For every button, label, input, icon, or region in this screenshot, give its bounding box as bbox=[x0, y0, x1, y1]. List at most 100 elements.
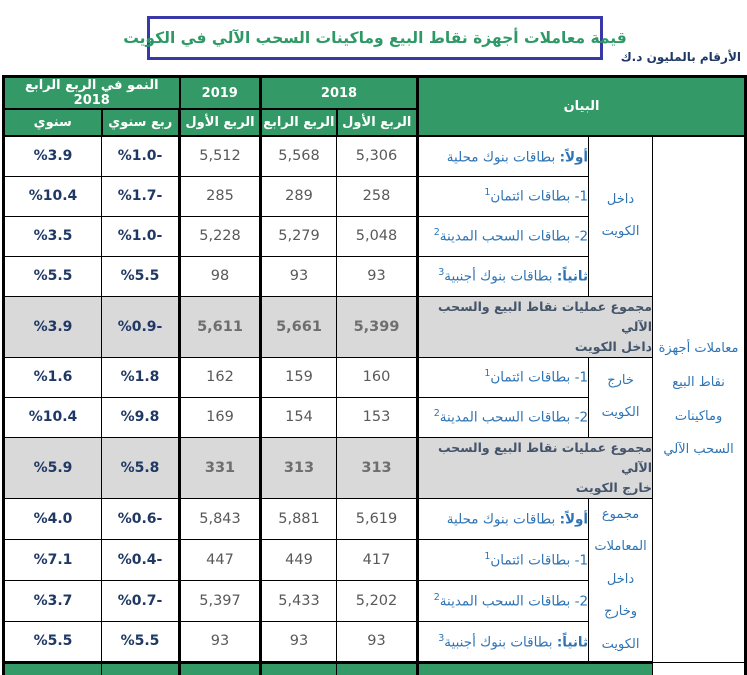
row-label: 1- بطاقات ائتمان bbox=[490, 369, 589, 386]
table-row: مجموع المعاملات داخل وخارج الكويت أولاً:… bbox=[2, 497, 746, 663]
row-label-prefix: ثانياً: bbox=[556, 634, 589, 651]
header-bayan: البيان bbox=[416, 75, 747, 137]
growth-qoq: %5.8 bbox=[101, 436, 182, 499]
total-2018-q1: 5,712 bbox=[336, 661, 420, 675]
value-2019-q1: 285 bbox=[179, 175, 263, 217]
region-inside-kuwait-cell: داخل الكويت bbox=[588, 135, 654, 297]
header-qoq: ربع سنوي bbox=[100, 108, 182, 137]
value-2019-q1: 5,611 bbox=[179, 295, 263, 358]
row-label-cell: 2- بطاقات السحب المدينة2 bbox=[417, 579, 590, 622]
value-2018-q4: 5,568 bbox=[260, 135, 338, 177]
row-label-cell: 1- بطاقات ائتمان1 bbox=[417, 538, 590, 581]
growth-qoq: %0.4- bbox=[101, 538, 182, 581]
row-label: 1- بطاقات ائتمان bbox=[490, 552, 589, 569]
row-label-footnote: 2 bbox=[433, 408, 440, 420]
growth-yoy: %3.5 bbox=[2, 215, 103, 257]
row-label-cell: 1- بطاقات ائتمان1 bbox=[417, 356, 590, 398]
outer-group-cell: معاملات أجهزة نقاط البيع وماكينات السحب … bbox=[652, 135, 747, 663]
subtotal-label-line1: مجموع عمليات نقاط البيع والسحب الآلي bbox=[437, 439, 653, 475]
value-2019-q1: 5,228 bbox=[179, 215, 263, 257]
value-2018-q4: 289 bbox=[260, 175, 338, 217]
growth-yoy: %5.5 bbox=[2, 255, 103, 297]
row-label: بطاقات بنوك محلية bbox=[446, 149, 560, 165]
row-label: 1- بطاقات ائتمان bbox=[490, 188, 589, 205]
value-2019-q1: 5,843 bbox=[179, 497, 263, 540]
subtotal-label-cell: مجموع عمليات نقاط البيع والسحب الآلي خارج… bbox=[417, 436, 654, 499]
row-label-cell: ثانياً: بطاقات بنوك أجنبية3 bbox=[417, 255, 590, 297]
header-yoy: سنوي bbox=[2, 108, 103, 137]
row-label: بطاقات بنوك محلية bbox=[446, 511, 560, 528]
subtotal-label-line2: خارج الكويت bbox=[575, 479, 653, 495]
growth-qoq: %1.7- bbox=[101, 175, 182, 217]
table-row: 2- بطاقات السحب المدينة2 5,048 5,279 5,2… bbox=[2, 215, 746, 257]
outer-empty-cell bbox=[652, 662, 747, 675]
subtotal-label-line1: مجموع عمليات نقاط البيع والسحب الآلي bbox=[437, 298, 653, 334]
value-2018-q1: 93 bbox=[336, 620, 420, 664]
growth-yoy: %4.0 bbox=[2, 497, 103, 540]
subtotal-row-outside-kuwait: مجموع عمليات نقاط البيع والسحب الآلي خارج… bbox=[2, 436, 746, 499]
value-2019-q1: 162 bbox=[179, 356, 263, 398]
row-label-cell: 2- بطاقات السحب المدينة2 bbox=[417, 396, 590, 438]
subtotal-row-inside-kuwait: مجموع عمليات نقاط البيع والسحب الآلي داخل… bbox=[2, 295, 746, 358]
region-combined-cell: مجموع المعاملات داخل وخارج الكويت bbox=[588, 497, 654, 663]
value-2018-q1: 93 bbox=[336, 255, 420, 297]
value-2018-q1: 5,202 bbox=[336, 579, 420, 622]
row-label-cell: 1- بطاقات ائتمان1 bbox=[417, 175, 590, 217]
growth-qoq: %1.0- bbox=[101, 215, 182, 257]
growth-yoy: %10.4 bbox=[2, 175, 103, 217]
table-row: 1- بطاقات ائتمان1 417 449 447 %0.4- %7.1 bbox=[2, 538, 746, 581]
row-label-cell: أولاً: بطاقات بنوك محلية bbox=[417, 135, 590, 177]
growth-qoq: %1.0- bbox=[101, 135, 182, 177]
subtotal-label-cell: مجموع عمليات نقاط البيع والسحب الآلي داخل… bbox=[417, 295, 654, 358]
value-2018-q4: 5,279 bbox=[260, 215, 338, 257]
growth-qoq: %5.5 bbox=[101, 255, 182, 297]
value-2019-q1: 5,512 bbox=[179, 135, 263, 177]
value-2018-q1: 5,619 bbox=[336, 497, 420, 540]
value-2018-q1: 258 bbox=[336, 175, 420, 217]
table-row: 1- بطاقات ائتمان1 258 289 285 %1.7- %10.… bbox=[2, 175, 746, 217]
value-2018-q1: 5,399 bbox=[336, 295, 420, 358]
row-label-footnote: 3 bbox=[438, 267, 445, 279]
region-outside-kuwait-cell: خارج الكويت bbox=[588, 356, 654, 438]
growth-qoq: %0.7- bbox=[101, 579, 182, 622]
growth-qoq: %9.8 bbox=[101, 396, 182, 438]
pos-atm-transactions-table: البيان 2018 2019 النمو في الربع الرابع 2… bbox=[2, 75, 747, 675]
value-2018-q4: 154 bbox=[260, 396, 338, 438]
total-growth-qoq: %0.6- bbox=[101, 661, 182, 675]
value-2019-q1: 5,397 bbox=[179, 579, 263, 622]
value-2018-q4: 449 bbox=[260, 538, 338, 581]
row-label: بطاقات بنوك أجنبية bbox=[444, 634, 557, 651]
row-label-footnote: 2 bbox=[433, 592, 440, 604]
total-2019-q1: 5,942 bbox=[179, 661, 263, 675]
growth-yoy: %3.9 bbox=[2, 135, 103, 177]
growth-yoy: %5.5 bbox=[2, 620, 103, 664]
row-label-footnote: 3 bbox=[438, 632, 445, 644]
units-note: الأرقام بالمليون د.ك bbox=[620, 50, 741, 64]
row-label-cell: 2- بطاقات السحب المدينة2 bbox=[417, 215, 590, 257]
growth-yoy: %3.9 bbox=[2, 295, 103, 358]
row-label: 2- بطاقات السحب المدينة bbox=[439, 593, 589, 610]
grand-total-label: المجموع bbox=[417, 661, 654, 675]
growth-yoy: %7.1 bbox=[2, 538, 103, 581]
value-2018-q4: 5,661 bbox=[260, 295, 338, 358]
value-2018-q4: 5,433 bbox=[260, 579, 338, 622]
value-2018-q1: 153 bbox=[336, 396, 420, 438]
growth-yoy: %10.4 bbox=[2, 396, 103, 438]
row-label-cell: ثانياً: بطاقات بنوك أجنبية3 bbox=[417, 620, 590, 664]
header-2018-q4: الربع الرابع bbox=[259, 108, 338, 137]
value-2018-q1: 417 bbox=[336, 538, 420, 581]
header-year-2019: 2019 bbox=[178, 75, 263, 110]
header-row-1: البيان 2018 2019 النمو في الربع الرابع 2… bbox=[2, 75, 747, 137]
header-2019-q1: الربع الأول bbox=[178, 108, 263, 137]
row-label: 2- بطاقات السحب المدينة bbox=[439, 409, 589, 426]
value-2019-q1: 331 bbox=[179, 436, 263, 499]
row-label-prefix: ثانياً: bbox=[556, 268, 589, 285]
report-title: قيمة معاملات أجهزة نقاط البيع وماكينات ا… bbox=[123, 29, 627, 47]
row-label-cell: أولاً: بطاقات بنوك محلية bbox=[417, 497, 590, 540]
growth-qoq: %5.5 bbox=[101, 620, 182, 664]
growth-yoy: %5.9 bbox=[2, 436, 103, 499]
row-label-footnote: 1 bbox=[484, 187, 491, 199]
value-2018-q1: 160 bbox=[336, 356, 420, 398]
header-row-2: الربع الأول الربع الرابع الربع الأول ربع… bbox=[2, 108, 746, 137]
